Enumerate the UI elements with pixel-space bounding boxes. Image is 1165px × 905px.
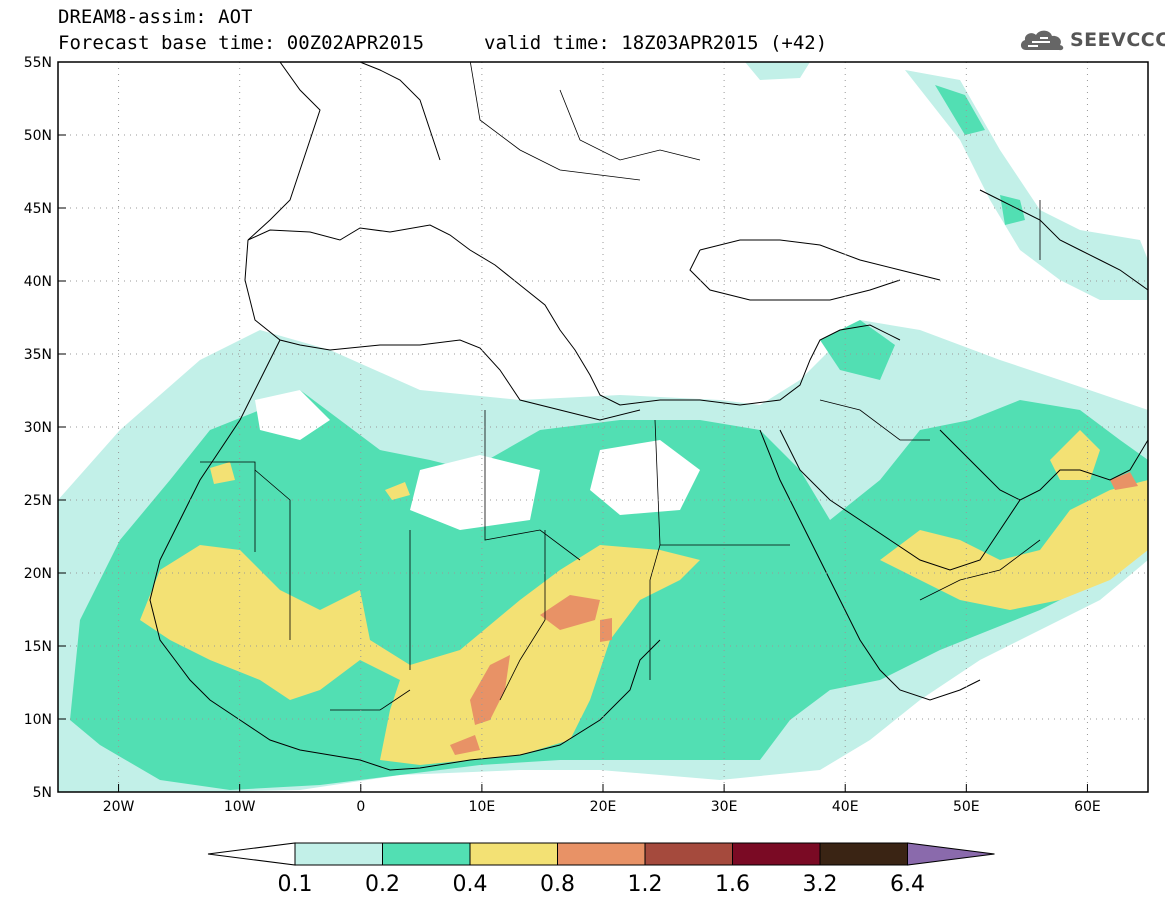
aot-band-0.4: [140, 430, 1148, 765]
coastlines: [149, 62, 1148, 771]
lon-tick-label: 60E: [1074, 799, 1101, 815]
colorbar-level-label: 1.2: [627, 872, 663, 897]
lon-tick-label: 0: [356, 799, 365, 815]
lat-tick-label: 5N: [33, 785, 52, 801]
lat-tick-label: 15N: [24, 639, 52, 655]
lon-tick-label: 20E: [590, 799, 617, 815]
lat-tick-label: 10N: [24, 712, 52, 728]
lon-tick-label: 50E: [953, 799, 980, 815]
colorbar-level-label: 1.6: [715, 872, 750, 897]
seevccc-logo: SEEVCCC: [1018, 26, 1165, 54]
colorbar-level-label: 0.4: [452, 872, 488, 897]
aot-clear-areas: [255, 390, 700, 530]
colorbar-level-label: 0.1: [277, 872, 313, 897]
lat-tick-label: 45N: [24, 201, 52, 217]
lat-tick-label: 50N: [24, 128, 52, 144]
lat-tick-label: 30N: [24, 420, 52, 436]
lat-tick-label: 25N: [24, 493, 52, 509]
valid-time: valid time: 18Z03APR2015 (+42): [484, 32, 828, 54]
colorbar-swatch: [732, 842, 821, 866]
colorbar-swatch: [469, 842, 558, 866]
lon-tick-label: 10W: [224, 799, 256, 815]
colorbar-level-label: 6.4: [890, 872, 925, 897]
lat-tick-label: 35N: [24, 347, 52, 363]
lat-tick-label: 40N: [24, 274, 52, 290]
colorbar-swatch: [819, 842, 908, 866]
colorbar-swatch: [644, 842, 733, 866]
colorbar-level-label: 0.2: [365, 872, 400, 897]
lon-tick-label: 40E: [832, 799, 859, 815]
lon-axis: 20W 10W 0 10E 20E 30E 40E 50E 60E: [103, 784, 1101, 815]
colorbar-level-label: 3.2: [802, 872, 838, 897]
country-borders: [200, 62, 1041, 711]
logo-text: SEEVCCC: [1070, 29, 1165, 51]
cloud-icon: [1020, 30, 1064, 51]
aot-band-0.8: [450, 472, 1138, 755]
colorbar-arrow-high: [907, 842, 995, 866]
lat-axis: 5N 10N 15N 20N 25N 30N 35N 40N 45N 50N 55N: [24, 55, 66, 801]
forecast-base-time: Forecast base time: 00Z02APR2015: [58, 32, 425, 54]
colorbar-swatch: [557, 842, 646, 866]
lat-tick-label: 20N: [24, 566, 52, 582]
lon-tick-label: 20W: [103, 799, 135, 815]
lon-tick-label: 10E: [469, 799, 496, 815]
map-title: DREAM8-assim: AOT: [58, 6, 253, 28]
colorbar-swatch: [294, 842, 383, 866]
lat-tick-label: 55N: [24, 55, 52, 71]
colorbar: [207, 842, 995, 866]
colorbar-swatch: [382, 842, 471, 866]
lon-tick-label: 30E: [711, 799, 738, 815]
colorbar-level-label: 0.8: [540, 872, 575, 897]
